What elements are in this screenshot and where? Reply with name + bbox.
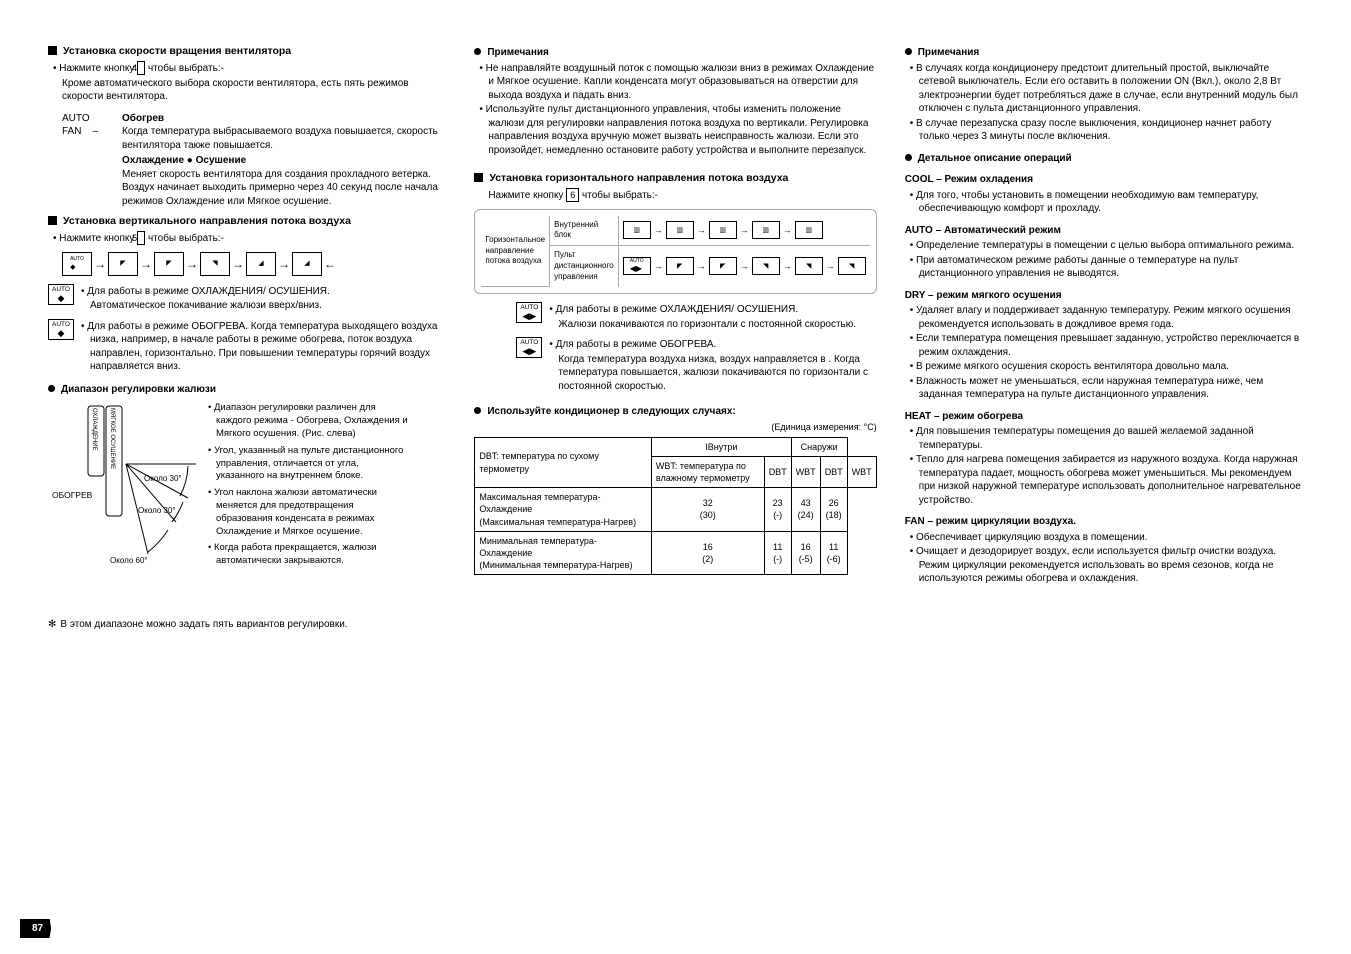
cool-title: Охлаждение ● Осушение — [122, 154, 446, 168]
auto-icon-3: AUTO◀▶ — [516, 302, 542, 323]
page-number: 87 — [20, 919, 51, 939]
range-notes: Диапазон регулировки различен для каждог… — [208, 402, 408, 572]
range-svg — [48, 402, 208, 602]
c1-s1-bullet: Нажмите кнопку 4 чтобы выбрать:- — [62, 61, 446, 76]
unit-label: (Единица измерения: °C) — [474, 421, 876, 433]
vert-flow-diagram: AUTO◆ → ◤→ ◤→ ◥→ ◢→ ◢← — [62, 252, 446, 276]
c2-s2-press: Нажмите кнопку 6 чтобы выбрать:- — [488, 188, 876, 203]
c3-sec2-title: Детальное описание операций — [905, 152, 1303, 166]
dry-heading: DRY – режим мягкого осушения — [905, 289, 1303, 303]
auto-icon-2: AUTO◆ — [48, 319, 74, 340]
c3-note1: В случаях когда кондиционеру предстоит д… — [919, 62, 1303, 116]
temp-table: DBT: температура по сухому термометру IВ… — [474, 437, 876, 575]
key-4: 4 — [137, 61, 145, 75]
mode3-row: AUTO◀▶ Для работы в режиме ОХЛАЖДЕНИЯ/ О… — [474, 302, 876, 331]
c3-note2: В случае перезапуска сразу после выключе… — [919, 117, 1303, 144]
c3-sec1-title: Примечания — [905, 46, 1303, 60]
key-6: 6 — [566, 188, 579, 202]
auto-heading: AUTO – Автоматический режим — [905, 224, 1303, 238]
c1-sec2-title: Установка вертикального направления пото… — [48, 214, 446, 228]
c1-s1-text: Кроме автоматического выбора скорости ве… — [62, 77, 446, 104]
c2-sec2-title: Установка горизонтального направления по… — [474, 171, 876, 185]
heat-title: Обогрев — [122, 112, 446, 126]
c2-note1: Не направляйте воздушный поток с помощью… — [488, 62, 876, 103]
cool-text: Меняет скорость вентилятора для создания… — [122, 168, 446, 209]
mode4-row: AUTO◀▶ Для работы в режиме ОБОГРЕВА. Ког… — [474, 337, 876, 393]
cool-heading: COOL – Режим охладения — [905, 173, 1303, 187]
column-2: Примечания Не направляйте воздушный пото… — [474, 38, 876, 632]
c1-sec1-title: Установка скорости вращения вентилятора — [48, 44, 446, 58]
mode1-row: AUTO◆ Для работы в режиме ОХЛАЖДЕНИЯ/ ОС… — [48, 284, 446, 313]
louver-range-diagram: ОБОГРЕВ ОХЛАЖДЕНИЕ МЯГКОЕ ОСУШЕНИЕ Около… — [48, 402, 446, 612]
mode2-row: AUTO◆ Для работы в режиме ОБОГРЕВА. Когд… — [48, 319, 446, 375]
auto-fan-block: AUTO FAN – Обогрев Когда температура выб… — [62, 112, 446, 209]
x-note: ✻В этом диапазоне можно задать пять вари… — [48, 618, 446, 632]
c2-sec3-title: Используйте кондиционер в следующих случ… — [474, 405, 876, 419]
column-1: Установка скорости вращения вентилятора … — [48, 38, 446, 632]
c1-s2-bullet: Нажмите кнопку 5 чтобы выбрать:- — [62, 231, 446, 246]
c2-note2: Используйте пульт дистанционного управле… — [488, 103, 876, 157]
horiz-flow-table: Горизонтальное направление потока воздух… — [474, 209, 876, 294]
c1-sec3-title: Диапазон регулировки жалюзи — [48, 383, 446, 397]
c2-sec1-title: Примечания — [474, 46, 876, 60]
auto-icon-4: AUTO◀▶ — [516, 337, 542, 358]
key-5: 5 — [137, 231, 145, 245]
heat-heading: HEAT – режим обогрева — [905, 410, 1303, 424]
heat-text: Когда температура выбрасываемого воздуха… — [122, 125, 446, 152]
auto-icon-1: AUTO◆ — [48, 284, 74, 305]
column-3: Примечания В случаях когда кондиционеру … — [905, 38, 1303, 632]
fan-heading: FAN – режим циркуляции воздуха. — [905, 515, 1303, 529]
